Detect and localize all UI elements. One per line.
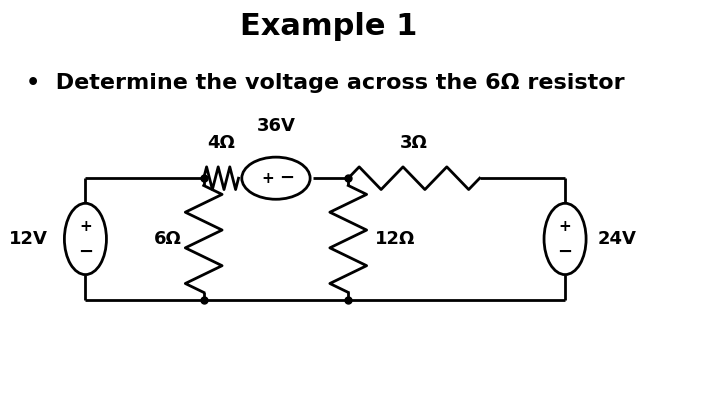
Text: −: − bbox=[557, 243, 572, 260]
Text: 24V: 24V bbox=[598, 230, 636, 248]
Text: 4Ω: 4Ω bbox=[207, 134, 235, 152]
Text: +: + bbox=[559, 219, 572, 234]
Text: 12V: 12V bbox=[9, 230, 48, 248]
Text: 12Ω: 12Ω bbox=[374, 230, 415, 248]
Text: +: + bbox=[79, 219, 91, 234]
Text: •  Determine the voltage across the 6Ω resistor: • Determine the voltage across the 6Ω re… bbox=[27, 73, 625, 93]
Text: +: + bbox=[261, 171, 274, 186]
Text: 6Ω: 6Ω bbox=[153, 230, 181, 248]
Text: −: − bbox=[279, 169, 294, 187]
Text: Example 1: Example 1 bbox=[240, 12, 417, 41]
Text: −: − bbox=[78, 243, 93, 260]
Text: 3Ω: 3Ω bbox=[400, 134, 428, 152]
Text: 36V: 36V bbox=[256, 117, 295, 135]
